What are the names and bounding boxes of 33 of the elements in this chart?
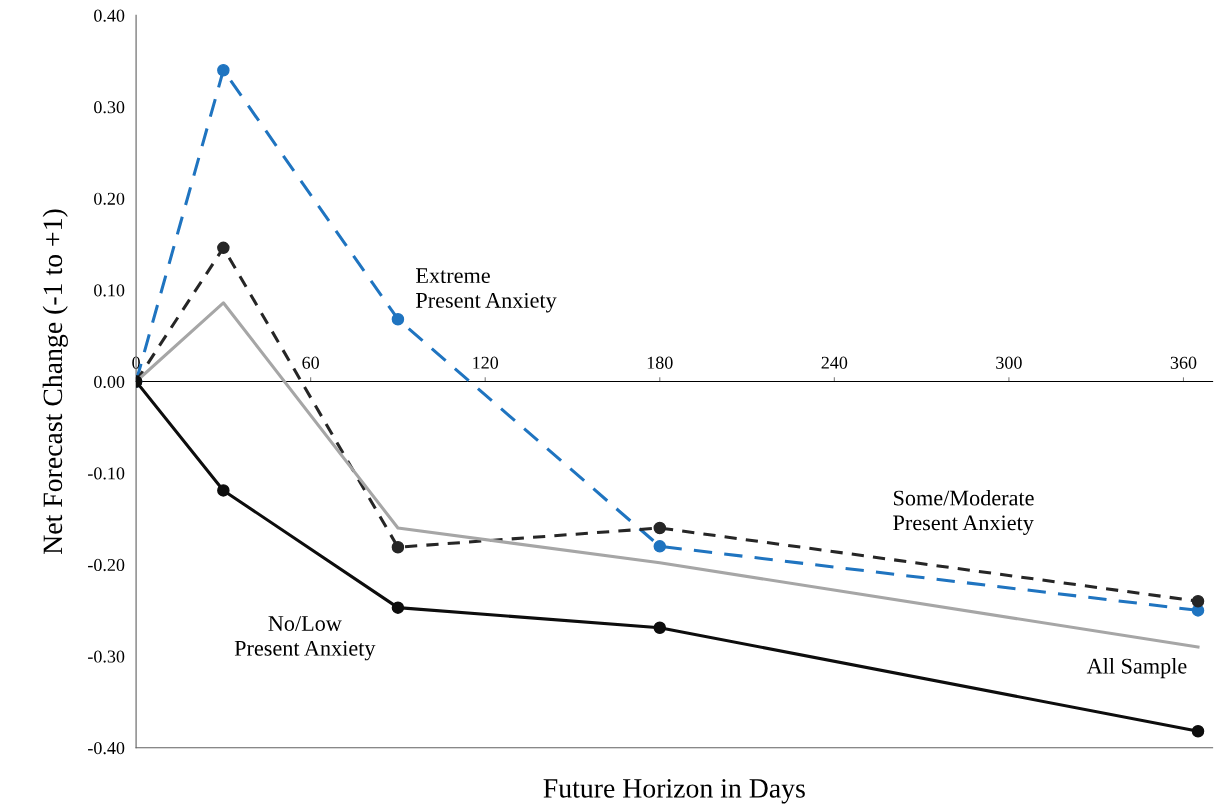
y-tick-label: -0.20 <box>88 558 125 572</box>
point <box>1191 594 1205 608</box>
point <box>217 484 230 497</box>
x-tick-label: 180 <box>647 356 673 369</box>
point <box>391 601 405 614</box>
y-tick-label: -0.10 <box>88 467 125 480</box>
point <box>653 540 667 553</box>
point <box>217 241 230 255</box>
x-tick-label: 0 <box>132 356 140 369</box>
y-tick-label: -0.30 <box>88 650 125 663</box>
y-tick-label: 0.00 <box>94 375 125 389</box>
series-label: Some/Moderate Present Anxiety <box>893 489 1034 535</box>
y-tick-label: -0.40 <box>88 741 125 755</box>
point <box>653 521 667 535</box>
x-axis-title: Future Horizon in Days <box>543 779 805 804</box>
x-tick-label: 120 <box>473 356 499 369</box>
x-tick-label: 240 <box>821 356 848 369</box>
point <box>1191 724 1205 738</box>
series-label: No/Low Present Anxiety <box>234 616 376 661</box>
series-label: All Sample <box>1086 657 1187 679</box>
y-axis-title: Net Forecast Change (-1 to +1) <box>42 209 68 554</box>
point <box>217 63 230 77</box>
x-tick-label: 300 <box>996 356 1022 369</box>
series-label: Extreme Present Anxiety <box>416 268 557 313</box>
y-tick-label: 0.40 <box>94 9 125 22</box>
point <box>653 621 667 635</box>
y-tick-label: 0.20 <box>94 192 125 205</box>
x-tick-label: 360 <box>1170 356 1197 369</box>
x-tick-label: 60 <box>302 356 319 369</box>
point <box>391 312 405 326</box>
y-tick-label: 0.10 <box>94 284 125 297</box>
point <box>391 540 405 554</box>
y-tick-label: 0.30 <box>94 101 125 114</box>
